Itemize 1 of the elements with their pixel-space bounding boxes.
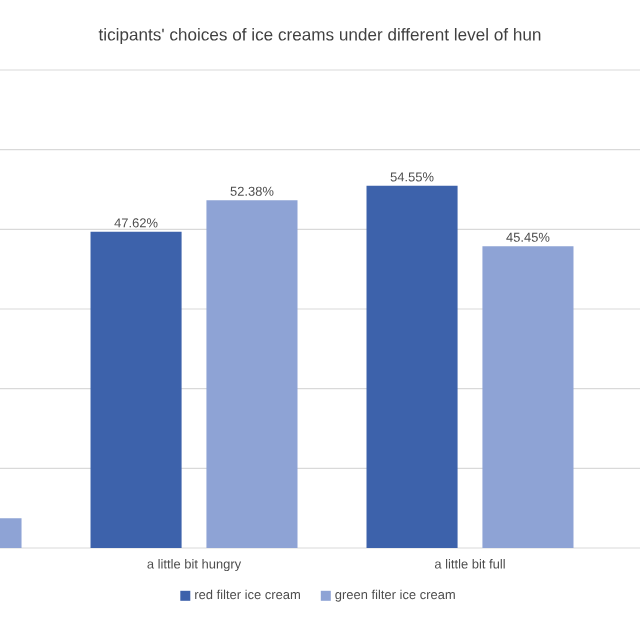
chart-title: ticipants' choices of ice creams under different level of hun bbox=[98, 28, 541, 44]
